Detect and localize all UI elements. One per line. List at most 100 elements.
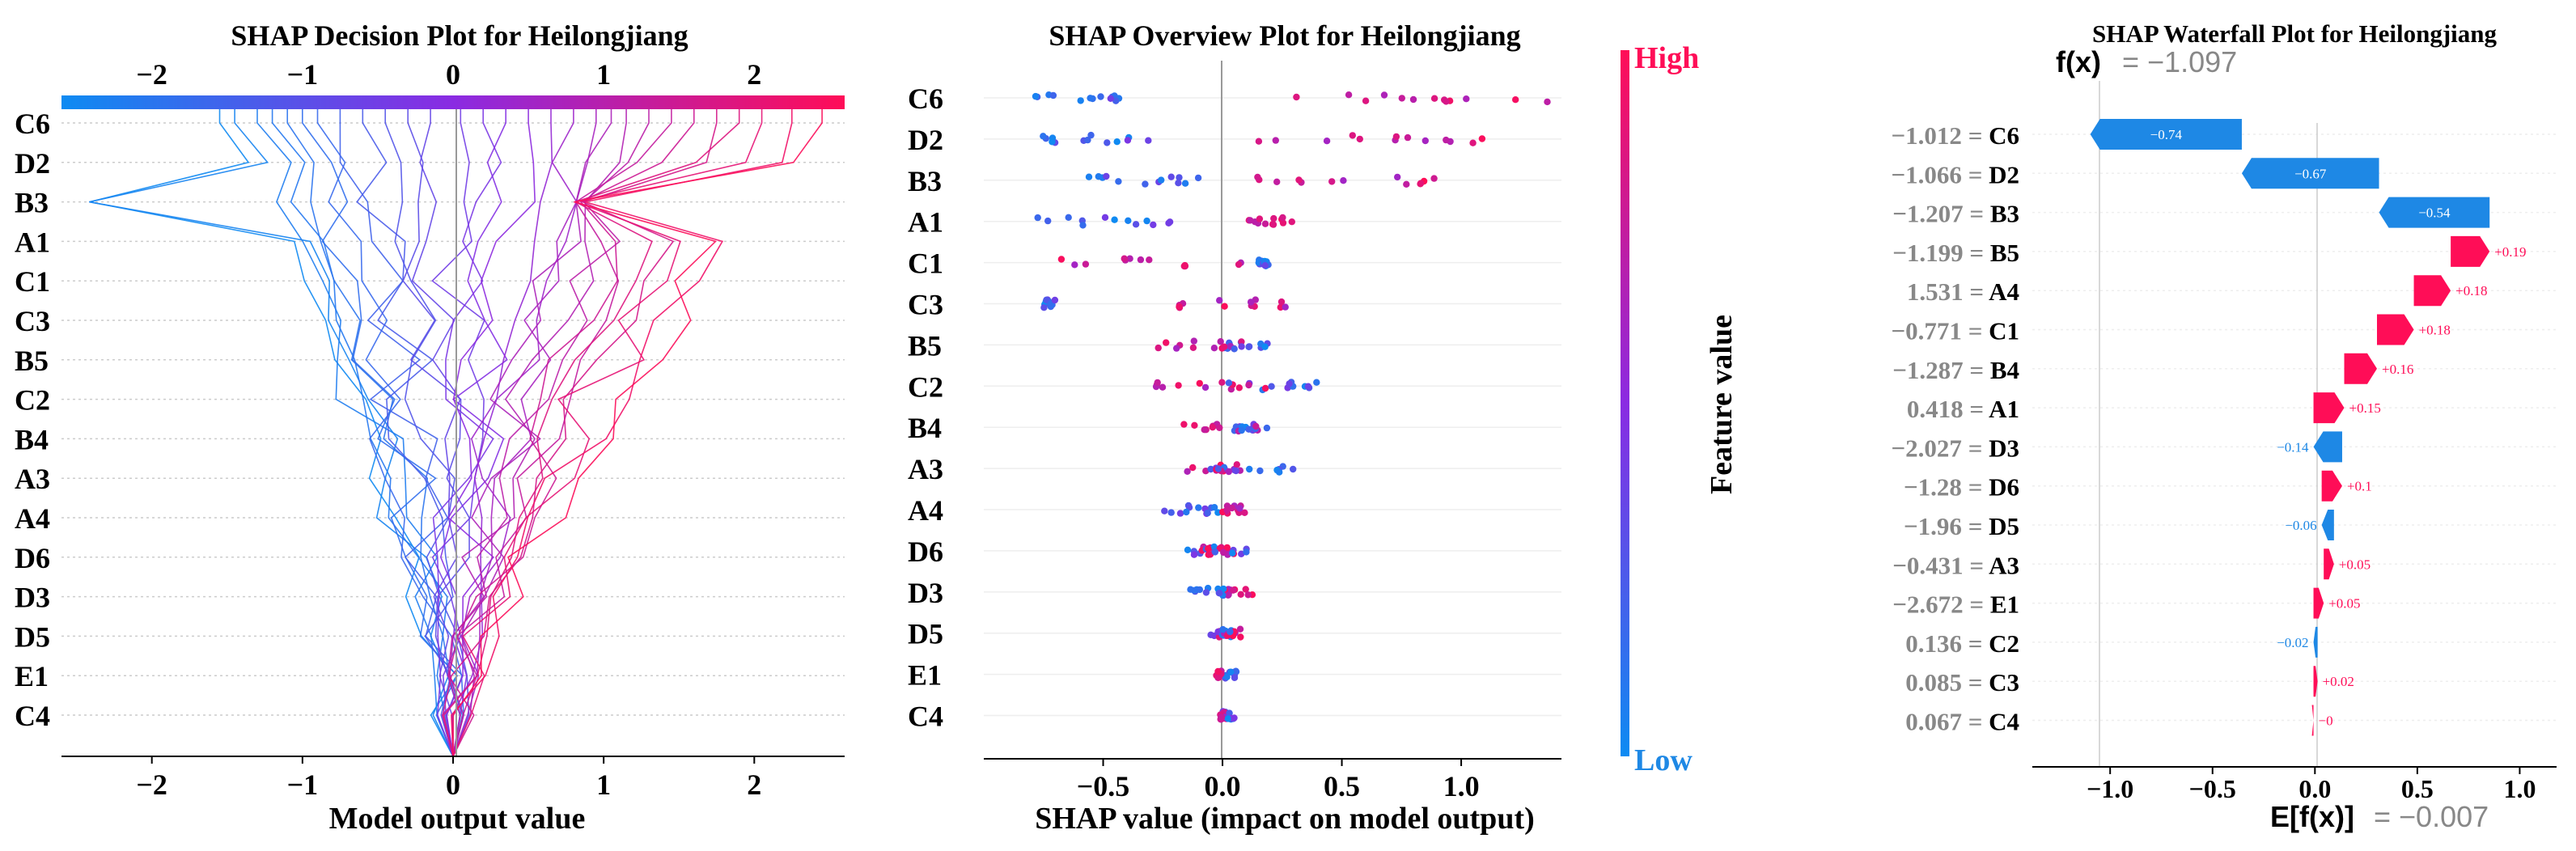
waterfall-plot: SHAP Waterfall Plot for Heilongjiang f(x… xyxy=(1892,19,2557,833)
waterfall-equals: = xyxy=(1962,708,1989,736)
overview-dot xyxy=(1040,133,1047,140)
overview-dot xyxy=(1167,509,1175,516)
decision-feature-label: C3 xyxy=(15,305,50,337)
waterfall-equals: = xyxy=(1964,200,1990,228)
overview-dot xyxy=(1163,339,1170,346)
overview-dot xyxy=(1175,382,1182,389)
decision-sample-line xyxy=(256,102,454,757)
waterfall-fx-label: f(x) xyxy=(2056,45,2101,78)
waterfall-feature-value: 0.418 xyxy=(1907,395,1964,423)
overview-dot xyxy=(1227,628,1234,636)
decision-sample-line xyxy=(432,102,502,757)
waterfall-efx-value: = −0.007 xyxy=(2374,800,2489,833)
waterfall-feature-name: D2 xyxy=(1989,160,2019,188)
overview-dot xyxy=(1227,668,1235,675)
waterfall-feature-name: C2 xyxy=(1989,629,2019,658)
waterfall-bar-label: +0.05 xyxy=(2328,596,2360,612)
overview-dot xyxy=(1247,298,1255,306)
decision-sample-line xyxy=(89,102,454,757)
waterfall-feature-value: −0.431 xyxy=(1892,551,1963,579)
waterfall-bar xyxy=(2311,705,2314,736)
overview-dot xyxy=(1167,173,1175,180)
decision-top-tick: −2 xyxy=(136,58,167,91)
overview-dot xyxy=(1430,175,1438,182)
overview-dot xyxy=(1187,586,1194,593)
overview-dot xyxy=(1142,180,1149,188)
overview-dot xyxy=(1158,176,1165,184)
decision-sample-line xyxy=(384,102,470,757)
waterfall-equals: = xyxy=(1964,277,1989,306)
waterfall-bar xyxy=(2313,587,2324,619)
overview-dot xyxy=(1195,504,1202,511)
overview-dot xyxy=(1398,95,1406,102)
overview-dot xyxy=(1231,674,1239,681)
waterfall-bar-label: −0.02 xyxy=(2277,635,2308,650)
waterfall-feature-label: 0.136 = C2 xyxy=(1905,629,2019,658)
waterfall-feature-name: D6 xyxy=(1989,473,2019,502)
waterfall-fx-value: = −1.097 xyxy=(2122,45,2237,78)
overview-dot xyxy=(1218,379,1226,386)
decision-feature-label: A1 xyxy=(15,226,50,258)
waterfall-feature-name: C1 xyxy=(1989,317,2019,345)
waterfall-feature-name: E1 xyxy=(1990,591,2019,619)
overview-dot xyxy=(1176,303,1183,311)
overview-dot xyxy=(1232,667,1239,675)
decision-top-tick: 1 xyxy=(596,58,611,91)
overview-feature-label: A3 xyxy=(908,453,943,485)
waterfall-feature-label: 0.067 = C4 xyxy=(1905,708,2019,736)
waterfall-bar-label: −0.54 xyxy=(2418,205,2451,221)
decision-color-bar xyxy=(61,95,845,109)
decision-bottom-tick: 0 xyxy=(446,768,460,801)
overview-dot xyxy=(1242,586,1249,593)
decision-top-tick: −1 xyxy=(287,58,319,91)
overview-dot xyxy=(1231,714,1238,722)
waterfall-bar-label: +0.18 xyxy=(2455,283,2487,298)
waterfall-tick-label: −0.5 xyxy=(2189,774,2236,803)
overview-dot xyxy=(1184,546,1192,553)
overview-dot xyxy=(1121,255,1128,262)
waterfall-feature-value: −2.672 xyxy=(1892,591,1963,619)
waterfall-feature-value: −1.199 xyxy=(1892,239,1963,267)
overview-dot xyxy=(1103,172,1110,180)
decision-bottom-tick: 2 xyxy=(747,768,761,801)
overview-dot xyxy=(1469,139,1477,146)
overview-dot xyxy=(1441,96,1448,104)
overview-dot xyxy=(1214,465,1222,472)
overview-dot xyxy=(1235,260,1243,269)
overview-feature-label: C3 xyxy=(908,289,943,321)
overview-dot xyxy=(1204,509,1211,517)
overview-dot xyxy=(1085,173,1093,180)
waterfall-feature-name: B3 xyxy=(1990,200,2019,228)
overview-dot xyxy=(1223,506,1231,514)
decision-feature-label: D2 xyxy=(15,147,50,180)
overview-dot xyxy=(1226,709,1233,717)
waterfall-feature-label: −2.672 = E1 xyxy=(1892,591,2019,619)
overview-dot xyxy=(1051,296,1059,304)
overview-dot xyxy=(1218,713,1225,721)
overview-dot xyxy=(1176,174,1183,181)
overview-dot xyxy=(1223,673,1231,680)
overview-dot xyxy=(1065,214,1072,221)
overview-dot xyxy=(1293,93,1300,101)
overview-dot xyxy=(1176,510,1184,517)
decision-sample-line xyxy=(339,102,464,757)
overview-dot xyxy=(1082,260,1090,268)
overview-dot xyxy=(1057,256,1066,263)
overview-dot xyxy=(1463,95,1470,103)
overview-dot xyxy=(1225,468,1233,476)
overview-dot xyxy=(1219,625,1227,633)
waterfall-bar xyxy=(2241,158,2379,189)
overview-dot xyxy=(1233,461,1241,468)
overview-dot xyxy=(1238,343,1245,350)
overview-dot xyxy=(1235,384,1244,392)
overview-dot xyxy=(1202,589,1210,596)
overview-dot xyxy=(1394,173,1401,181)
waterfall-equals: = xyxy=(1964,591,1990,619)
overview-dot xyxy=(1201,426,1208,434)
overview-feature-label: B4 xyxy=(908,412,942,444)
waterfall-feature-label: −1.066 = D2 xyxy=(1892,160,2019,188)
overview-feature-label: B5 xyxy=(908,329,942,362)
colorbar-high-label: High xyxy=(1634,41,1699,75)
overview-dot xyxy=(1211,548,1219,556)
